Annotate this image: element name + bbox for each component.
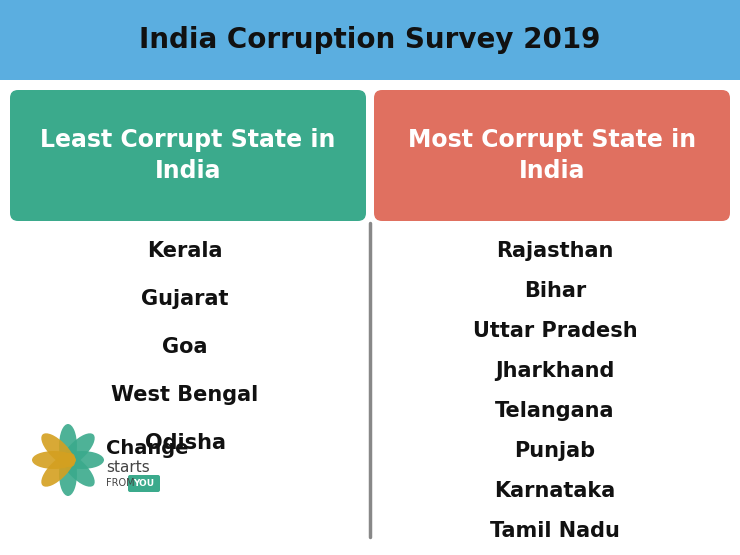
Text: Jharkhand: Jharkhand bbox=[495, 361, 615, 381]
Text: Change: Change bbox=[106, 438, 189, 457]
Text: India Corruption Survey 2019: India Corruption Survey 2019 bbox=[139, 26, 601, 54]
Ellipse shape bbox=[60, 451, 104, 469]
Ellipse shape bbox=[59, 452, 77, 496]
Text: YOU: YOU bbox=[133, 478, 155, 487]
Text: Bihar: Bihar bbox=[524, 281, 586, 301]
Ellipse shape bbox=[41, 453, 75, 487]
Text: Karnataka: Karnataka bbox=[494, 481, 616, 501]
FancyBboxPatch shape bbox=[0, 0, 740, 80]
Ellipse shape bbox=[61, 433, 95, 467]
FancyBboxPatch shape bbox=[374, 90, 730, 221]
Text: West Bengal: West Bengal bbox=[112, 385, 258, 405]
Text: Rajasthan: Rajasthan bbox=[497, 241, 613, 261]
Ellipse shape bbox=[59, 424, 77, 468]
Ellipse shape bbox=[41, 433, 75, 467]
FancyBboxPatch shape bbox=[10, 90, 366, 221]
Text: Kerala: Kerala bbox=[147, 241, 223, 261]
Text: Least Corrupt State in
India: Least Corrupt State in India bbox=[40, 128, 336, 183]
Text: starts: starts bbox=[106, 461, 149, 476]
Text: FROM: FROM bbox=[106, 478, 135, 488]
Text: Tamil Nadu: Tamil Nadu bbox=[490, 521, 620, 541]
Text: Odisha: Odisha bbox=[144, 433, 226, 453]
Text: Gujarat: Gujarat bbox=[141, 289, 229, 309]
Text: Punjab: Punjab bbox=[514, 441, 596, 461]
Text: Telangana: Telangana bbox=[495, 401, 615, 421]
FancyBboxPatch shape bbox=[128, 475, 160, 492]
Ellipse shape bbox=[32, 451, 76, 469]
Text: Uttar Pradesh: Uttar Pradesh bbox=[473, 321, 637, 341]
Ellipse shape bbox=[61, 453, 95, 487]
Text: Most Corrupt State in
India: Most Corrupt State in India bbox=[408, 128, 696, 183]
Text: Goa: Goa bbox=[162, 337, 208, 357]
